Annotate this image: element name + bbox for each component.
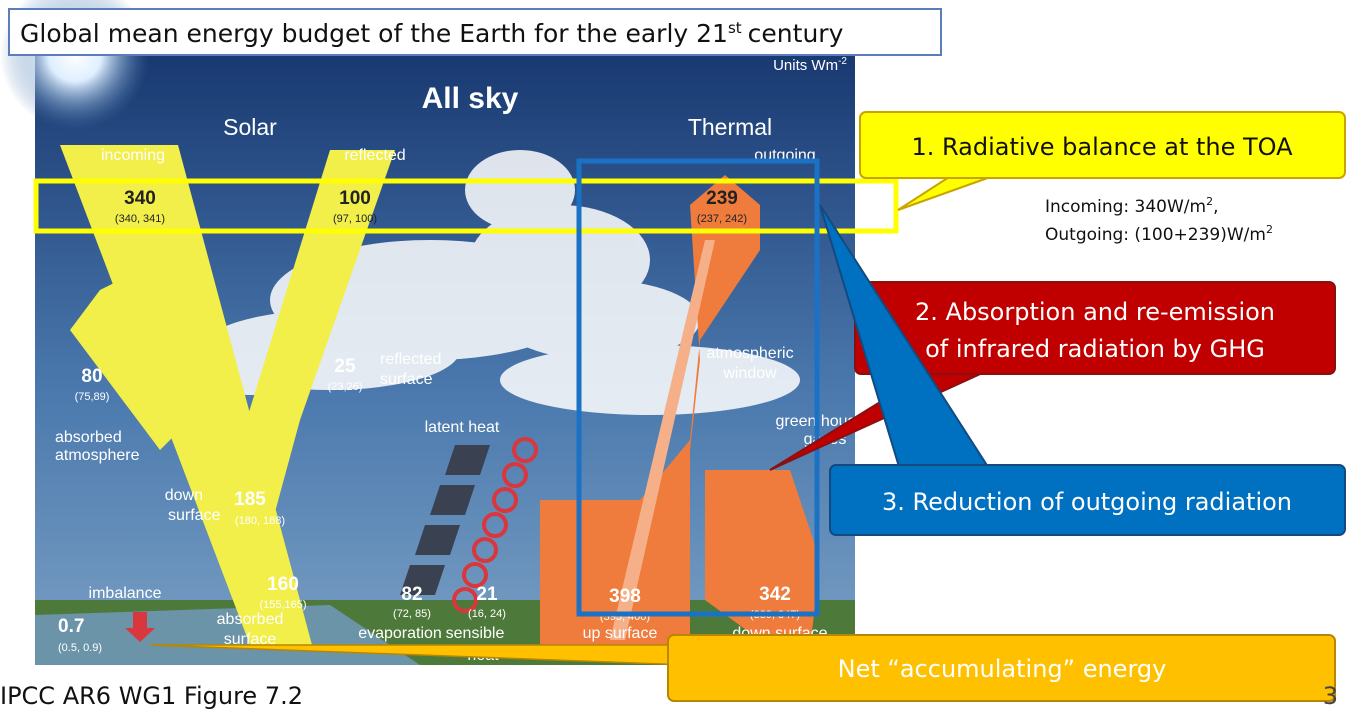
- note-outgoing: Outgoing: (100+239)W/m2: [1045, 223, 1273, 245]
- label: surface: [224, 631, 277, 648]
- value: 239: [706, 188, 738, 209]
- label: surface: [168, 507, 221, 524]
- callout-box: [667, 634, 1336, 702]
- label: down: [165, 487, 203, 504]
- figure-title: All sky: [422, 82, 519, 115]
- label: surface: [380, 371, 433, 388]
- page-number: 3: [1323, 682, 1338, 709]
- label: incoming: [101, 147, 165, 164]
- note-sup: 2: [1266, 223, 1273, 236]
- title-box: [8, 8, 942, 56]
- note-text: ,: [1213, 197, 1218, 217]
- range: (75,89): [75, 391, 110, 403]
- solar-flows: [60, 145, 395, 645]
- units-text: Units Wm: [773, 57, 838, 74]
- callout-box: [859, 111, 1346, 179]
- range: (340, 341): [115, 213, 165, 225]
- sensible-heat-spiral: [452, 437, 538, 613]
- down-surface-flow: [705, 470, 820, 650]
- value: 82: [401, 584, 422, 605]
- range: (16, 24): [468, 608, 506, 620]
- callout-text: 1. Radiative balance at the TOA: [911, 133, 1293, 161]
- notes: Incoming: 340W/m2, Outgoing: (100+239)W/…: [1045, 195, 1273, 245]
- absorbed-atmosphere-flow: [70, 265, 190, 450]
- value: 398: [609, 586, 641, 607]
- outgoing-flow: [540, 175, 760, 660]
- callout-text: Net “accumulating” energy: [838, 655, 1167, 683]
- note-sup: 2: [1206, 195, 1213, 208]
- range: (72, 85): [393, 608, 431, 620]
- label: atmospheric: [706, 345, 793, 362]
- label: imbalance: [89, 585, 162, 602]
- label: evaporation: [358, 625, 442, 642]
- callouts: 1. Radiative balance at the TOA 2. Absor…: [149, 111, 1346, 702]
- solar-heading: Solar: [223, 114, 277, 140]
- range: (0.5, 0.9): [58, 642, 102, 654]
- thermal-flows: [540, 175, 820, 660]
- label: absorbed: [55, 429, 122, 446]
- value: 25: [334, 356, 356, 377]
- units-sup: -2: [838, 56, 847, 67]
- range: (97, 100): [333, 213, 377, 225]
- label: up surface: [583, 625, 658, 642]
- units: Units Wm-2: [773, 56, 847, 74]
- label: reflected: [380, 351, 441, 368]
- atmospheric-window-flow: [610, 240, 715, 640]
- note-text: Incoming: 340W/m: [1045, 197, 1206, 217]
- label: latent heat: [425, 419, 500, 436]
- label: window: [722, 365, 777, 382]
- label: reflected: [344, 147, 405, 164]
- energy-budget-figure: Units Wm-2 All sky Solar Thermal incomin…: [0, 0, 855, 665]
- callout-text: of infrared radiation by GHG: [925, 335, 1265, 363]
- reflected-flow: [228, 150, 395, 560]
- latent-heat-bars: [400, 445, 490, 595]
- title-sup: st: [728, 19, 742, 37]
- range: (23,26): [328, 381, 363, 393]
- label: atmosphere: [55, 447, 140, 464]
- value: 340: [124, 188, 156, 209]
- toa-highlight: [33, 178, 899, 234]
- value: 160: [267, 574, 299, 595]
- title-end: century: [748, 19, 844, 48]
- slide-title: Global mean energy budget of the Earth f…: [20, 19, 844, 48]
- label: absorbed: [217, 611, 284, 628]
- ghg-highlight: [576, 158, 820, 617]
- range: (180, 188): [235, 515, 285, 527]
- note-text: Outgoing: (100+239)W/m: [1045, 225, 1266, 245]
- thermal-heading: Thermal: [688, 114, 772, 140]
- imbalance-arrow: [125, 612, 155, 642]
- value: 80: [81, 366, 102, 387]
- range: (237, 242): [697, 213, 747, 225]
- label: sensible: [446, 625, 505, 642]
- callout-text: 3. Reduction of outgoing radiation: [882, 488, 1292, 516]
- callout-text: 2. Absorption and re-emission: [915, 298, 1275, 326]
- value: 21: [476, 584, 498, 605]
- value: 342: [759, 584, 791, 605]
- source: IPCC AR6 WG1 Figure 7.2: [0, 682, 303, 709]
- callout-box: [854, 281, 1336, 375]
- title-text: Global mean energy budget of the Earth f…: [20, 19, 728, 48]
- callout-box: [829, 464, 1346, 536]
- note-incoming: Incoming: 340W/m2,: [1045, 195, 1218, 217]
- value: 0.7: [58, 616, 84, 637]
- value: 100: [339, 188, 371, 209]
- value: 185: [234, 489, 266, 510]
- range: (155,165): [259, 599, 306, 611]
